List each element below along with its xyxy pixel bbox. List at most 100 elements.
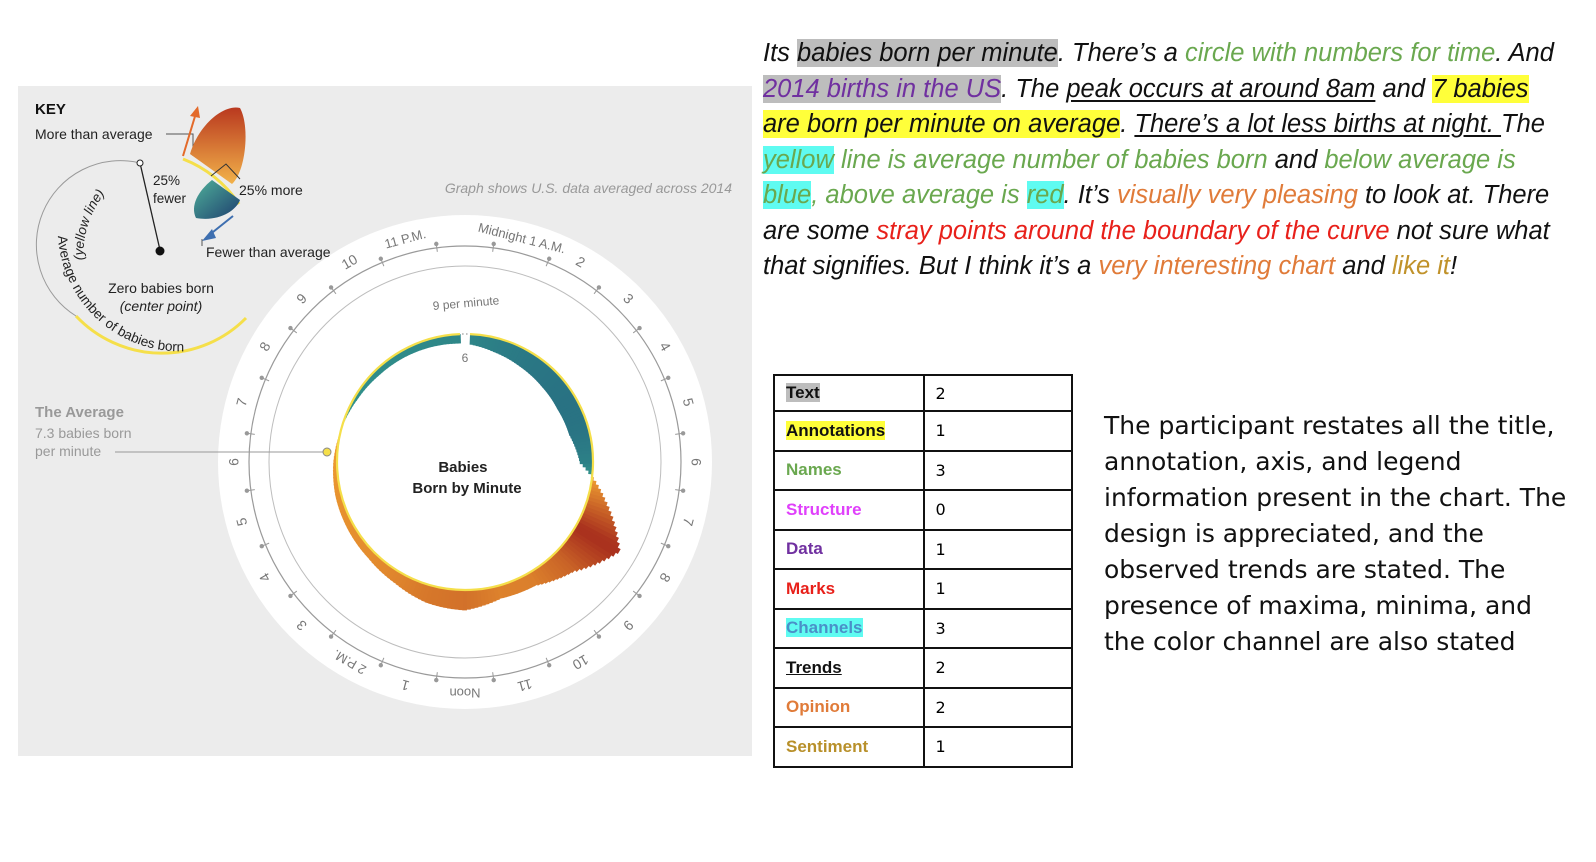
above-average-wedge (532, 568, 546, 585)
below-average-wedge (578, 456, 593, 462)
coding-label: Annotations (773, 410, 925, 452)
coding-label: Marks (773, 568, 925, 610)
below-average-wedge (563, 411, 585, 423)
response-text: to look at. There are some (763, 181, 1550, 245)
coding-count: 0 (922, 489, 1074, 531)
above-average-wedge (411, 580, 421, 597)
coding-label: Data (773, 528, 925, 570)
response-code-names: below average is (1324, 145, 1516, 174)
response-code-data: 2014 births in the US (763, 74, 1002, 103)
hour-tick-dot (680, 488, 686, 493)
below-average-wedge (456, 334, 461, 344)
below-average-wedge (481, 335, 488, 349)
hour-tick-dot (259, 543, 264, 549)
response-text: . The (1001, 74, 1067, 103)
response-code-names: , above average is (811, 181, 1027, 209)
key-pct-fewer: 25% fewer (153, 173, 187, 206)
below-average-wedge (578, 453, 593, 459)
key-title: KEY (35, 101, 66, 118)
below-average-wedge (532, 361, 548, 379)
average-label: The Average (35, 404, 124, 421)
response-text: and (1267, 145, 1325, 174)
above-average-wedge (577, 518, 619, 543)
below-average-wedge (423, 339, 431, 349)
response-text: . There’s a (1057, 39, 1185, 67)
below-average-wedge (516, 348, 529, 366)
key-more-label: More than average (35, 126, 153, 142)
response-text: and (1375, 74, 1433, 103)
coding-label: Opinion (773, 686, 925, 728)
below-average-wedge (579, 460, 593, 465)
key-zero-dot (155, 246, 165, 256)
nine-ring (268, 265, 662, 659)
below-average-wedge (498, 339, 507, 356)
response-code-sentiment: like it (1391, 252, 1450, 280)
below-average-wedge (573, 440, 592, 447)
coding-label: Text (773, 374, 925, 412)
below-average-wedge (511, 345, 523, 363)
key-fewer-label: Fewer than average (206, 244, 331, 260)
above-average-wedge (579, 515, 618, 538)
below-average-wedge (530, 359, 545, 377)
chart-panel: Midnight 1 A.M. 2 3 4 5 6 7 8 9 10 11 Noon 1 2 P.M. 3 4… (18, 86, 752, 756)
key-radius (139, 162, 161, 251)
above-average-wedge (576, 521, 620, 549)
hour-tick-dot (244, 488, 250, 493)
coding-label: Names (773, 449, 925, 491)
response-text: . (1120, 110, 1135, 138)
below-average-wedge (453, 334, 458, 344)
below-average-wedge (553, 390, 574, 406)
response-code-names: circle with numbers for time (1184, 39, 1496, 67)
above-average-wedge (428, 585, 437, 605)
below-average-wedge (568, 427, 590, 437)
coding-count: 3 (922, 449, 1074, 491)
below-average-wedge (411, 344, 419, 353)
coding-label: Channels (773, 607, 925, 649)
coding-count: 1 (922, 726, 1074, 768)
hour-tick-dot (378, 663, 384, 668)
data-layer (332, 332, 621, 611)
above-average-wedge (499, 584, 507, 599)
hour-tick-dot (491, 241, 496, 247)
above-average-wedge (529, 570, 542, 586)
key-zero-note: (center point) (120, 298, 202, 314)
key-arc-label-yellow: (yellow line) (71, 186, 107, 260)
below-average-wedge (484, 335, 491, 350)
above-average-wedge (543, 560, 561, 580)
hour-tick-dot (378, 256, 384, 261)
response-code-channels: yellow (763, 145, 834, 174)
key-up-arrow (182, 112, 197, 157)
hour-tick-dot (666, 375, 671, 381)
below-average-wedge (565, 417, 587, 429)
above-average-wedge (588, 490, 604, 498)
above-average-wedge (521, 575, 532, 590)
below-average-wedge (541, 372, 560, 390)
above-average-wedge (398, 574, 409, 589)
below-average-wedge (523, 353, 537, 372)
below-average-wedge (427, 338, 434, 348)
key-down-arrowhead (202, 229, 216, 241)
above-average-wedge (435, 587, 444, 607)
below-average-wedge (550, 385, 570, 401)
response-code-marks: stray points around the boundary of the … (876, 216, 1390, 245)
average-value: 7.3 babies born per minute (35, 425, 135, 459)
hour-label: Noon (449, 686, 480, 701)
outer-disc (218, 215, 712, 709)
coding-row: Trends 2 (773, 647, 1074, 689)
above-average-wedge (443, 588, 450, 609)
coding-label-text: Data (786, 539, 823, 559)
above-average-wedge (421, 584, 431, 602)
coding-label-text: Annotations (786, 420, 886, 440)
above-average-wedge (404, 577, 415, 593)
response-text: and (1335, 252, 1392, 280)
response-text: not sure what that signifies. But I thin… (763, 216, 1550, 281)
key-pct-more: 25% more (239, 182, 303, 198)
coding-count: 1 (922, 568, 1074, 610)
hour-label: 6 (688, 458, 704, 466)
above-average-wedge (558, 546, 585, 571)
below-average-wedge (408, 345, 416, 354)
above-average-wedge (376, 559, 386, 571)
above-average-wedge (387, 568, 397, 580)
above-average-wedge (466, 589, 471, 610)
